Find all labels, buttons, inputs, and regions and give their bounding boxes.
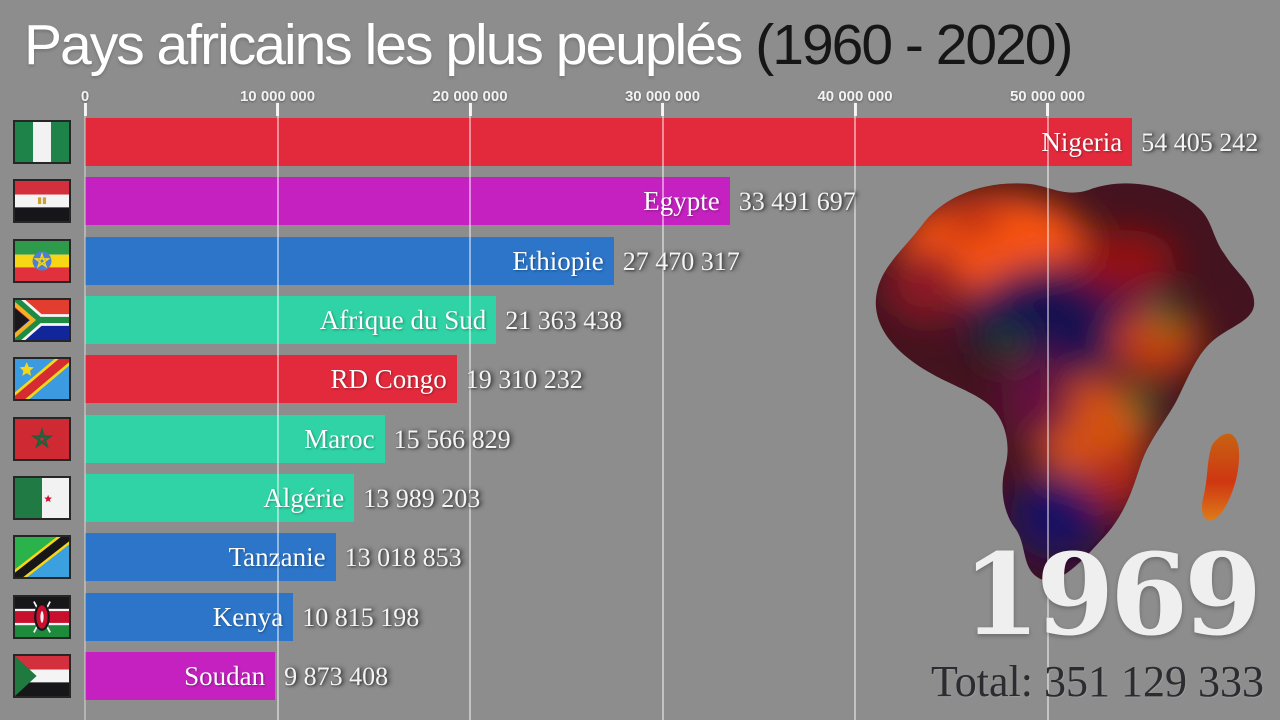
gridline	[276, 103, 279, 720]
year-label: 1969	[962, 530, 1262, 661]
axis-tick-label: 10 000 000	[239, 88, 316, 105]
south-africa-flag	[13, 298, 71, 343]
gridline	[469, 103, 471, 720]
bar-country-label: Afrique du Sud	[319, 305, 487, 336]
bar-value-label: 15 566 829	[393, 424, 511, 454]
bar-value-label: 33 491 697	[738, 187, 856, 217]
gridline	[84, 103, 86, 720]
bar-value-label: 27 470 317	[622, 246, 740, 276]
bar-country-label: Egypte	[643, 186, 720, 217]
nigeria-flag	[13, 120, 71, 164]
page-title: Pays africains les plus peuplés (1960 - …	[24, 12, 1073, 78]
morocco-flag	[13, 416, 71, 461]
bar-tanzanie: Tanzanie	[85, 533, 336, 582]
bar-value-label: 9 873 408	[284, 662, 389, 692]
bar-ethiopie: Ethiopie	[85, 236, 614, 285]
axis-tick-mark	[83, 103, 87, 116]
axis-tick-mark	[276, 103, 279, 116]
bar-nigeria: Nigeria	[85, 118, 1133, 166]
algeria-flag	[13, 476, 71, 521]
dr-congo-flag	[13, 357, 71, 402]
axis-tick-mark	[661, 103, 664, 116]
bar-country-label: Ethiopie	[512, 245, 604, 276]
bar-value-label: 13 989 203	[363, 484, 481, 514]
africa-map-art	[875, 183, 1255, 581]
tanzania-flag	[13, 535, 71, 580]
gridline	[854, 103, 856, 720]
bar-country-label: Nigeria	[1041, 127, 1123, 157]
bar-value-label: 13 018 853	[344, 543, 462, 573]
axis-tick-mark	[1046, 103, 1049, 116]
page-title-range: (1960 - 2020)	[741, 13, 1073, 77]
page-title-main: Pays africains les plus peuplés	[24, 13, 743, 77]
gridline	[1046, 103, 1049, 720]
ethiopia-flag	[13, 238, 71, 283]
bar-value-label: 19 310 232	[465, 365, 583, 395]
sudan-flag	[13, 654, 71, 699]
bar-country-label: Algérie	[263, 483, 345, 514]
bar-maroc: Maroc	[85, 414, 385, 463]
bar-soudan: Soudan	[85, 652, 276, 701]
bar-value-label: 54 405 242	[1141, 128, 1259, 157]
kenya-flag	[13, 594, 71, 639]
bar-country-label: Kenya	[212, 601, 284, 632]
axis-tick-label: 30 000 000	[624, 88, 701, 105]
bar-country-label: Maroc	[304, 423, 375, 454]
bar-algérie: Algérie	[85, 474, 355, 523]
bar-egypte: Egypte	[85, 177, 730, 226]
axis-tick-label: 40 000 000	[817, 88, 893, 105]
axis-tick-mark	[853, 103, 857, 116]
bar-value-label: 10 815 198	[302, 602, 420, 632]
bar-country-label: RD Congo	[330, 364, 447, 395]
madagascar-shape	[1202, 433, 1240, 521]
axis-tick-label: 0	[80, 88, 90, 105]
bar-afrique-du-sud: Afrique du Sud	[85, 296, 497, 345]
egypt-flag	[13, 179, 71, 224]
bar-rd-congo: RD Congo	[85, 355, 457, 404]
axis-tick-label: 20 000 000	[432, 88, 508, 105]
bar-country-label: Tanzanie	[228, 542, 326, 573]
axis-tick-mark	[468, 103, 472, 116]
gridline	[661, 103, 664, 720]
axis-tick-label: 50 000 000	[1009, 88, 1086, 105]
bar-country-label: Soudan	[184, 661, 266, 692]
bar-value-label: 21 363 438	[505, 306, 623, 336]
total-label: Total: 351 129 333	[930, 657, 1264, 706]
bar-kenya: Kenya	[85, 592, 294, 641]
